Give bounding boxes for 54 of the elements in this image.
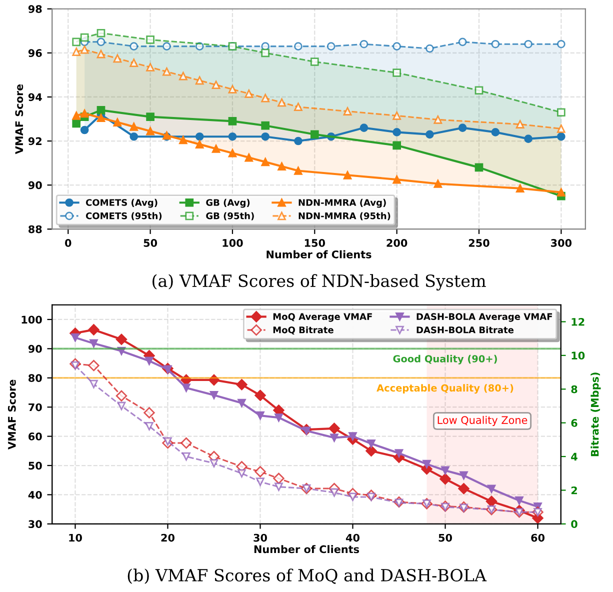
x-axis-title: Number of Clients <box>266 250 372 258</box>
x-tick-label: 250 <box>468 239 490 247</box>
y-tick-label: 40 <box>28 490 42 499</box>
legend-label: NDN-MMRA (95th) <box>298 212 390 220</box>
y2-tick-label: 12 <box>572 318 584 326</box>
y2-tick-label: 2 <box>571 486 577 494</box>
text: (b) VMAF Scores of MoQ and DASH-BOLA <box>128 568 487 584</box>
x-tick-label: 60 <box>531 534 545 542</box>
text: (a) VMAF Scores of NDN-based System <box>152 274 486 291</box>
y-tick-label: 100 <box>22 316 42 324</box>
band-label: Low Quality Zone <box>438 416 528 426</box>
x-tick-label: 0 <box>65 239 72 247</box>
legend-label: COMETS (Avg) <box>86 198 158 208</box>
legend-label: DASH-BOLA Bitrate <box>416 326 514 334</box>
legend-label: GB (Avg) <box>206 198 250 208</box>
legend-label: MoQ Bitrate <box>273 326 334 335</box>
legend-label: GB (95th) <box>206 212 254 220</box>
y2-tick-label: 0 <box>571 520 578 528</box>
y2-tick-label: 10 <box>572 352 585 360</box>
x-tick-label: 10 <box>69 534 82 542</box>
y-tick-label: 96 <box>28 49 42 58</box>
x-tick-label: 40 <box>346 534 360 542</box>
y-tick-label: 98 <box>28 5 42 13</box>
x-tick-label: 50 <box>144 239 158 247</box>
y-tick-label: 30 <box>28 520 42 528</box>
x-tick-label: 300 <box>551 239 572 247</box>
x-tick-label: 20 <box>161 534 174 542</box>
y-axis-title: VMAF Score <box>15 84 24 154</box>
y-tick-label: 92 <box>28 137 42 146</box>
ref-line-label: Acceptable Quality (80+) <box>376 384 514 394</box>
x-tick-label: 150 <box>304 239 326 247</box>
y-tick-label: 88 <box>28 225 42 234</box>
legend-label: DASH-BOLA Average VMAF <box>416 313 552 322</box>
x-tick-label: 30 <box>254 534 267 542</box>
y-tick-label: 90 <box>28 181 42 190</box>
x-axis-title: Number of Clients <box>254 545 360 554</box>
y-tick-label: 94 <box>28 93 42 102</box>
legend-label: NDN-MMRA (Avg) <box>298 198 386 208</box>
legend-label: MoQ Average VMAF <box>273 313 372 322</box>
y-tick-label: 70 <box>28 403 42 412</box>
y-tick-label: 50 <box>28 462 42 470</box>
y2-tick-label: 8 <box>571 385 578 394</box>
y2-tick-label: 6 <box>571 419 578 427</box>
x-tick-label: 200 <box>386 239 408 247</box>
y2-tick-label: 4 <box>571 452 578 460</box>
legend-label: COMETS (95th) <box>86 212 162 220</box>
x-tick-label: 100 <box>222 239 243 247</box>
ref-line-label: Good Quality (90+) <box>393 354 497 364</box>
y2-axis-title: Bitrate (Mbps) <box>590 372 601 456</box>
y-tick-label: 80 <box>28 374 42 382</box>
x-tick-label: 50 <box>438 534 452 542</box>
y-axis-title: VMAF Score <box>8 380 16 450</box>
y-tick-label: 60 <box>28 432 42 440</box>
y-tick-label: 90 <box>28 344 42 353</box>
